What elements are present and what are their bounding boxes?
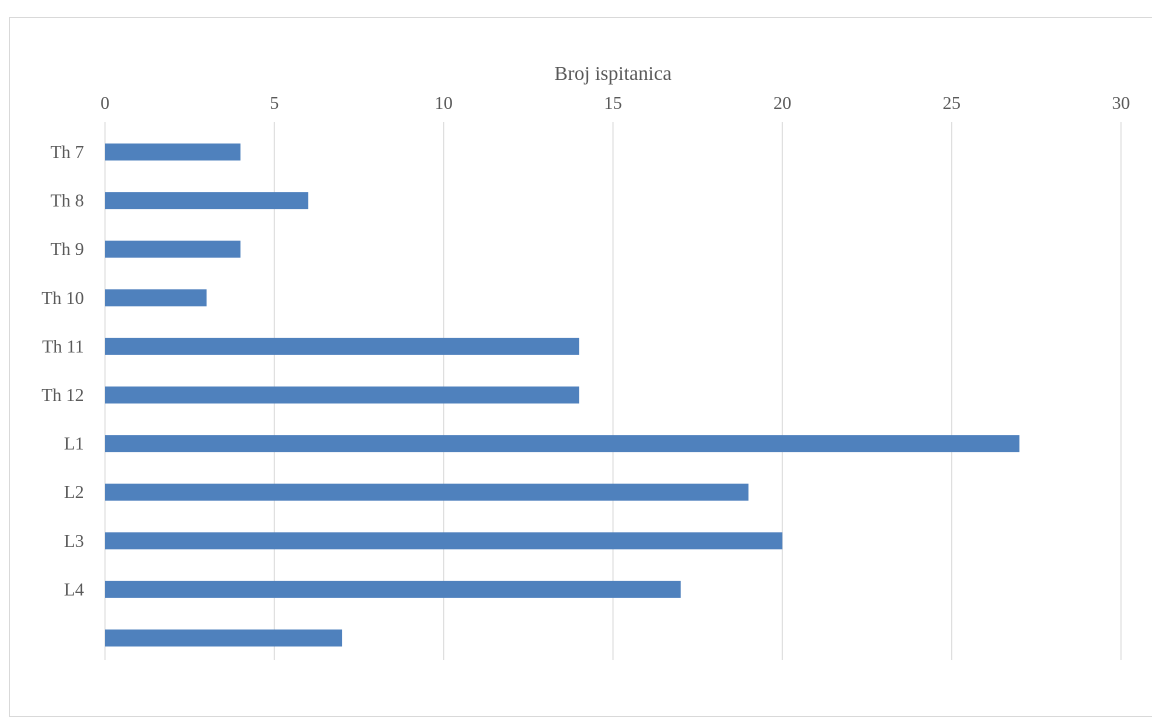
x-tick-label-25: 25 — [943, 93, 961, 113]
category-label-th-12: Th 12 — [42, 385, 85, 405]
x-axis-title: Broj ispitanica — [554, 63, 671, 85]
x-tick-labels: 0 5 10 15 20 25 30 — [101, 93, 1131, 113]
bar-th-12 — [105, 386, 580, 404]
bar-th-7 — [105, 143, 241, 161]
bar-l1 — [105, 435, 1020, 453]
category-label-th-10: Th 10 — [42, 288, 85, 308]
bar-th-10 — [105, 289, 207, 307]
x-tick-label-20: 20 — [773, 93, 791, 113]
bar-th-11 — [105, 337, 580, 355]
bars — [105, 143, 1020, 647]
bar-unlabeled — [105, 629, 343, 647]
category-label-th-7: Th 7 — [51, 142, 85, 162]
bar-l2 — [105, 483, 749, 501]
x-tick-label-30: 30 — [1112, 93, 1130, 113]
category-label-th-8: Th 8 — [51, 191, 85, 211]
category-label-th-11: Th 11 — [42, 336, 84, 356]
x-tick-label-10: 10 — [435, 93, 453, 113]
bar-chart: 0 5 10 15 20 25 30 Broj ispitanica Th 7Th 8Th … — [42, 63, 1131, 660]
x-tick-label-15: 15 — [604, 93, 622, 113]
category-label-l2: L2 — [64, 482, 84, 502]
category-label-l1: L1 — [64, 434, 84, 454]
bar-th-8 — [105, 192, 309, 210]
x-tick-label-5: 5 — [270, 93, 279, 113]
category-label-l4: L4 — [64, 579, 84, 599]
bar-l3 — [105, 532, 783, 550]
chart-frame — [9, 17, 1152, 717]
bar-l4 — [105, 580, 681, 598]
x-tick-label-0: 0 — [101, 93, 110, 113]
category-labels: Th 7 Th 8 Th 9 Th 10 Th 11 Th 12 L1 L2 L3 L4 — [42, 142, 85, 599]
category-label-th-9: Th 9 — [51, 239, 85, 259]
category-label-l3: L3 — [64, 531, 84, 551]
bar-th-9 — [105, 240, 241, 258]
